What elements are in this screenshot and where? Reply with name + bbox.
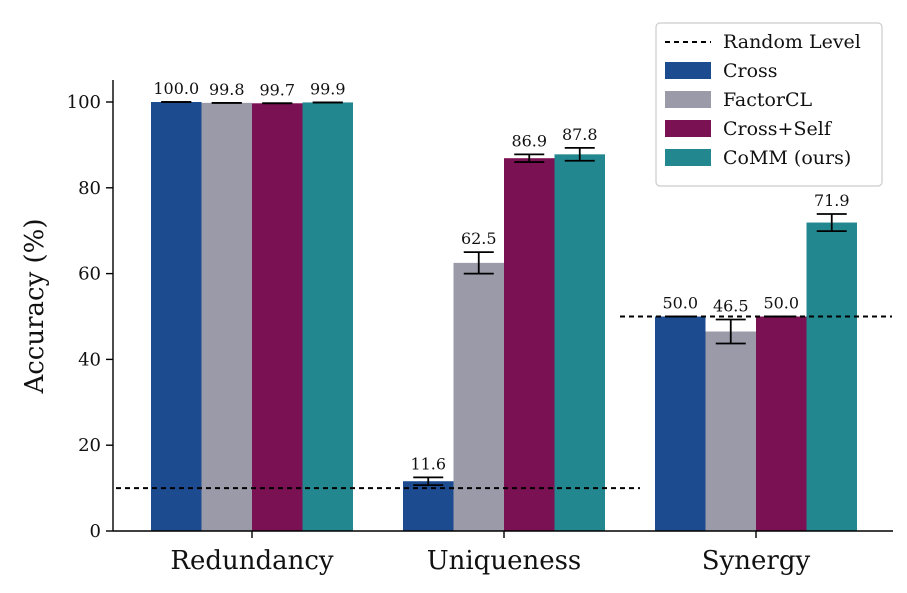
error-bar-cross-uniqueness — [413, 476, 444, 486]
bar-factorcl-synergy — [705, 331, 756, 531]
error-bar-cross-self-uniqueness — [514, 153, 545, 163]
error-bar-factorcl-synergy — [715, 318, 746, 345]
y-tick-label-100: 100 — [67, 92, 101, 113]
legend-label-factorcl: FactorCL — [723, 89, 813, 111]
bar-cross-self-synergy — [756, 316, 807, 531]
y-tick-label-80: 80 — [78, 178, 101, 199]
legend: Random Level Cross FactorCL Cross+Self CoMM… — [655, 22, 883, 187]
bar-cross-redundancy — [151, 102, 202, 531]
axes — [112, 80, 893, 532]
legend-swatch-cross — [665, 62, 711, 79]
bar-factorcl-uniqueness — [453, 262, 504, 531]
error-bars-layer — [161, 101, 847, 486]
legend-random-level-label: Random Level — [723, 31, 861, 53]
bar-cross-synergy — [655, 316, 706, 531]
random-level-lines — [116, 315, 892, 490]
legend-label-comm-ours: CoMM (ours) — [723, 147, 851, 169]
y-axis-title: Accuracy (%) — [20, 218, 50, 394]
x-tick-label-redundancy: Redundancy — [170, 546, 334, 576]
legend-frame — [655, 22, 883, 187]
legend-label-cross-self: Cross+Self — [723, 118, 833, 140]
y-ticks: 0 20 40 60 80 100 — [67, 92, 113, 542]
value-label-factorcl-synergy: 46.5 — [713, 297, 749, 316]
y-tick-label-0: 0 — [90, 521, 101, 542]
value-label-comm-ours-redundancy: 99.9 — [310, 79, 346, 98]
y-tick-label-20: 20 — [78, 435, 101, 456]
y-tick-label-40: 40 — [78, 349, 101, 370]
value-label-comm-ours-uniqueness: 87.8 — [562, 125, 598, 144]
bar-comm-ours-redundancy — [302, 102, 353, 531]
x-tick-label-synergy: Synergy — [702, 546, 811, 576]
value-labels-layer: 100.0 11.6 50.0 99.8 62.5 46.5 99.7 86.9 50.0 99.… — [153, 79, 849, 473]
bar-cross-self-uniqueness — [504, 158, 555, 531]
value-label-cross-synergy: 50.0 — [662, 294, 698, 313]
legend-swatch-cross-self — [665, 120, 711, 137]
value-label-cross-uniqueness: 11.6 — [410, 454, 446, 473]
y-tick-label-60: 60 — [78, 264, 101, 285]
bar-comm-ours-synergy — [806, 222, 857, 531]
x-tick-label-uniqueness: Uniqueness — [427, 546, 582, 576]
bar-comm-ours-uniqueness — [554, 154, 605, 531]
error-bar-comm-ours-uniqueness — [564, 147, 595, 162]
value-label-cross-redundancy: 100.0 — [153, 79, 199, 98]
bar-factorcl-redundancy — [201, 102, 252, 531]
value-label-cross-self-redundancy: 99.7 — [259, 80, 295, 99]
legend-swatch-factorcl — [665, 91, 711, 108]
value-label-factorcl-uniqueness: 62.5 — [461, 229, 497, 248]
x-ticks: Redundancy Uniqueness Synergy — [170, 531, 811, 576]
error-bar-comm-ours-synergy — [816, 213, 847, 233]
bars-layer — [151, 102, 857, 532]
value-label-comm-ours-synergy: 71.9 — [814, 191, 850, 210]
error-bar-factorcl-uniqueness — [463, 251, 494, 275]
value-label-cross-self-synergy: 50.0 — [763, 294, 799, 313]
bar-cross-self-redundancy — [252, 103, 303, 532]
legend-label-cross: Cross — [723, 60, 778, 82]
legend-swatch-comm-ours — [665, 149, 711, 166]
bar-cross-uniqueness — [403, 481, 454, 531]
legend-series-entries: Cross FactorCL Cross+Self CoMM (ours) — [665, 60, 851, 169]
value-label-cross-self-uniqueness: 86.9 — [511, 131, 547, 150]
value-label-factorcl-redundancy: 99.8 — [209, 80, 245, 99]
